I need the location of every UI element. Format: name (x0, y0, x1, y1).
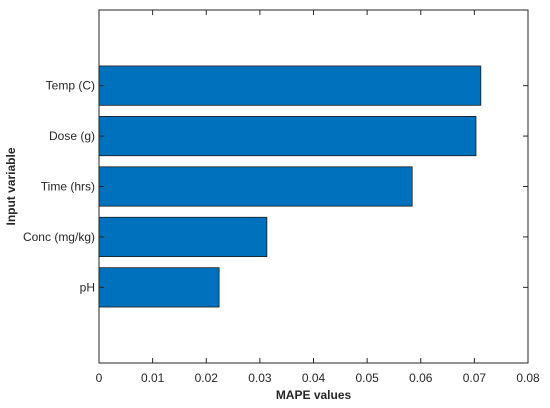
y-tick-label-0: Temp (C) (46, 79, 95, 93)
y-tick-label-1: Dose (g) (49, 129, 95, 143)
x-tick-label-0: 0 (96, 371, 103, 385)
x-tick-label-4: 0.04 (302, 371, 326, 385)
y-axis-title: Input variable (4, 147, 18, 225)
x-tick-label-3: 0.03 (248, 371, 272, 385)
x-tick-label-2: 0.02 (195, 371, 219, 385)
bar-4 (98, 267, 220, 308)
y-tick-label-4: pH (80, 280, 95, 294)
bars (98, 65, 482, 308)
bar-2 (98, 166, 413, 207)
bar-3 (98, 216, 268, 257)
bar-1 (98, 116, 477, 157)
x-tick-label-8: 0.08 (516, 371, 540, 385)
x-axis-ticks: 0 0.01 0.02 0.03 0.04 0.05 0.06 0.07 0.08 (96, 10, 540, 385)
x-tick-label-6: 0.06 (409, 371, 433, 385)
x-axis-title: MAPE values (276, 388, 352, 402)
x-tick-label-7: 0.07 (463, 371, 487, 385)
y-tick-label-2: Time (hrs) (41, 180, 95, 194)
y-axis-ticks: Temp (C) Dose (g) Time (hrs) Conc (mg/kg) pH (23, 79, 528, 294)
x-tick-label-5: 0.05 (355, 371, 379, 385)
bar-0 (98, 65, 482, 106)
x-tick-label-1: 0.01 (141, 371, 165, 385)
y-tick-label-3: Conc (mg/kg) (23, 230, 95, 244)
